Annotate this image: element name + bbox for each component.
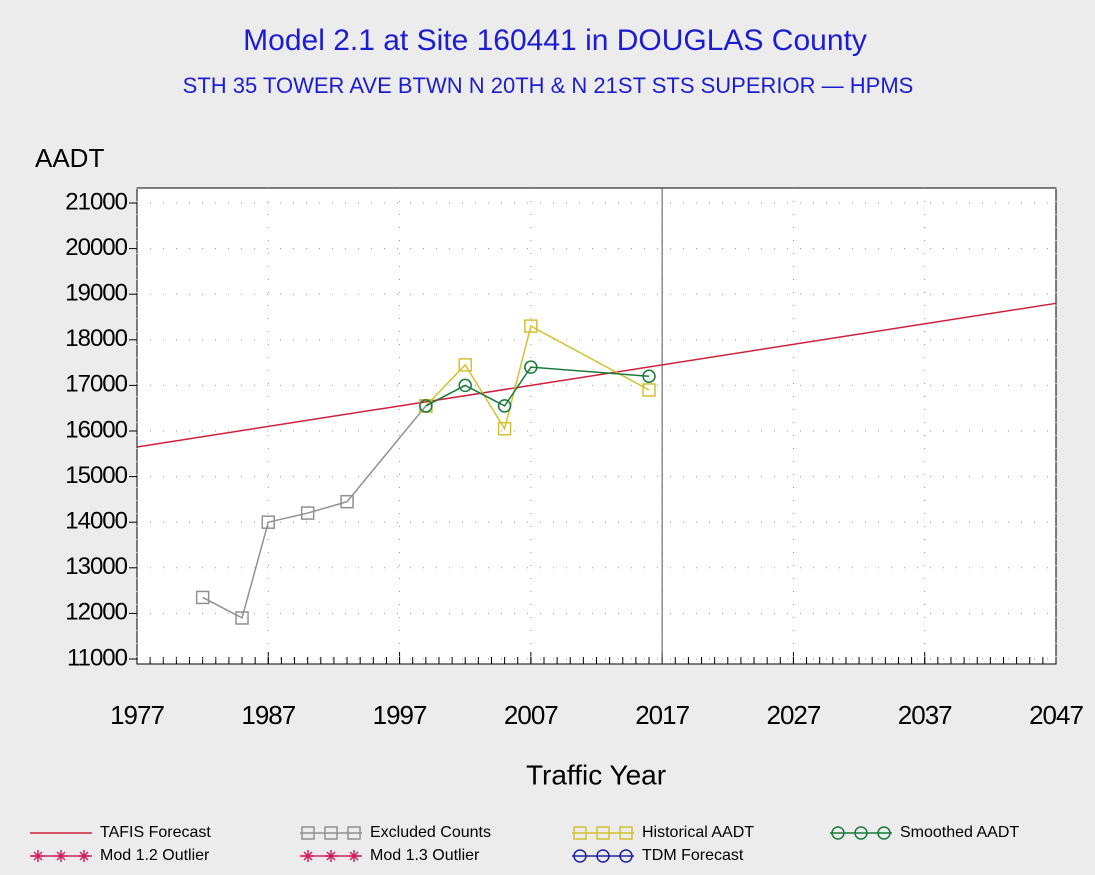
data-point — [497, 399, 512, 413]
x-tick-label: 2037 — [898, 700, 952, 730]
legend-label: Mod 1.3 Outlier — [370, 847, 480, 864]
y-tick-label: 12000 — [65, 599, 127, 626]
data-point — [300, 506, 315, 520]
chart-subtitle: STH 35 TOWER AVE BTWN N 20TH & N 21ST ST… — [183, 73, 914, 98]
legend-label: Historical AADT — [642, 824, 754, 841]
y-tick-label: 19000 — [65, 280, 127, 307]
data-point — [261, 515, 276, 529]
legend-marker — [596, 849, 610, 863]
y-tick-label: 15000 — [65, 462, 127, 489]
legend-label: Mod 1.2 Outlier — [100, 847, 210, 864]
x-axis-label: Traffic Year — [526, 759, 666, 790]
legend-label: TAFIS Forecast — [100, 824, 211, 841]
legend-marker — [854, 826, 868, 840]
y-tick-label: 21000 — [65, 188, 127, 215]
legend-marker — [78, 850, 90, 862]
legend-marker — [831, 826, 845, 840]
legend-marker — [877, 826, 891, 840]
legend-marker — [55, 850, 67, 862]
x-tick-label: 2047 — [1029, 700, 1083, 730]
data-point — [458, 378, 472, 393]
legend-label: TDM Forecast — [642, 847, 744, 864]
data-point — [642, 383, 656, 397]
legend-marker — [325, 850, 337, 862]
series-line — [136, 302, 1057, 448]
y-tick-label: 18000 — [65, 325, 127, 352]
data-point — [195, 590, 210, 605]
data-point — [642, 369, 656, 384]
data-point — [419, 399, 433, 413]
x-tick-label: 1977 — [110, 700, 164, 730]
y-tick-label: 13000 — [65, 553, 127, 580]
legend-marker — [619, 849, 633, 863]
y-tick-label: 17000 — [65, 371, 127, 398]
x-tick-label: 2007 — [504, 700, 558, 730]
data-point — [524, 360, 538, 374]
legend-marker — [32, 850, 44, 862]
legend-marker — [347, 826, 361, 840]
chart-title: Model 2.1 at Site 160441 in DOUGLAS Coun… — [243, 24, 867, 57]
plot-area — [136, 187, 1057, 665]
data-point — [524, 319, 538, 333]
x-tick-label: 2017 — [635, 700, 689, 730]
x-tick-label: 1997 — [373, 700, 427, 730]
y-axis-label: AADT — [35, 143, 104, 173]
x-tick-label: 1987 — [241, 700, 295, 730]
data-point — [497, 421, 512, 436]
legend-marker — [302, 850, 314, 862]
data-point — [340, 494, 354, 509]
legend-marker — [348, 850, 360, 862]
legend-label: Smoothed AADT — [900, 824, 1019, 841]
legend-label: Excluded Counts — [370, 824, 491, 841]
x-tick-label: 2027 — [767, 700, 821, 730]
y-tick-label: 14000 — [65, 508, 127, 535]
data-point — [458, 358, 472, 372]
y-tick-label: 11000 — [67, 644, 128, 671]
y-tick-label: 20000 — [65, 234, 127, 261]
legend-marker — [573, 849, 587, 863]
y-tick-label: 16000 — [65, 416, 127, 443]
legend-marker — [301, 826, 315, 840]
series-line — [425, 366, 650, 407]
series-line — [425, 325, 650, 431]
legend-marker — [573, 826, 587, 840]
legend-marker — [596, 826, 610, 840]
legend-marker — [619, 826, 633, 840]
legend-marker — [324, 826, 338, 840]
data-point — [235, 611, 249, 625]
